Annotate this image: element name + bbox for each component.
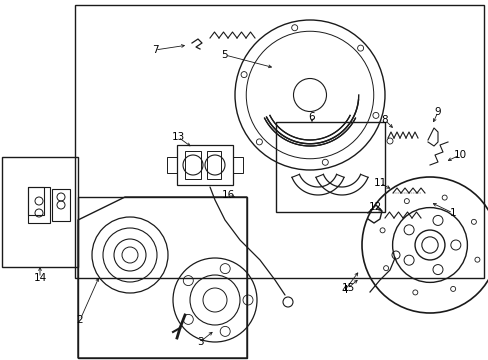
Text: 14: 14	[33, 273, 46, 283]
Bar	[2, 157, 78, 267]
Text: 15: 15	[341, 283, 354, 293]
Bar	[75, 5, 483, 278]
Text: 11: 11	[373, 178, 386, 188]
Bar	[28, 187, 44, 215]
Text: 3: 3	[196, 337, 203, 347]
Bar	[275, 122, 384, 212]
Text: 6: 6	[308, 112, 315, 122]
Text: 8: 8	[381, 115, 387, 125]
Text: 12: 12	[367, 202, 381, 212]
Text: 7: 7	[151, 45, 158, 55]
Text: 1: 1	[449, 208, 455, 218]
Text: 10: 10	[452, 150, 466, 160]
Bar	[177, 145, 232, 185]
Bar	[184, 151, 201, 179]
Text: 9: 9	[434, 107, 440, 117]
Bar	[52, 189, 70, 221]
Bar	[28, 187, 50, 223]
Text: 13: 13	[171, 132, 184, 142]
Text: 4: 4	[341, 285, 347, 295]
Bar	[232, 157, 243, 173]
Text: 16: 16	[221, 190, 234, 200]
Bar	[206, 151, 221, 179]
Text: 5: 5	[221, 50, 228, 60]
Bar	[167, 157, 177, 173]
Text: 2: 2	[77, 315, 83, 325]
